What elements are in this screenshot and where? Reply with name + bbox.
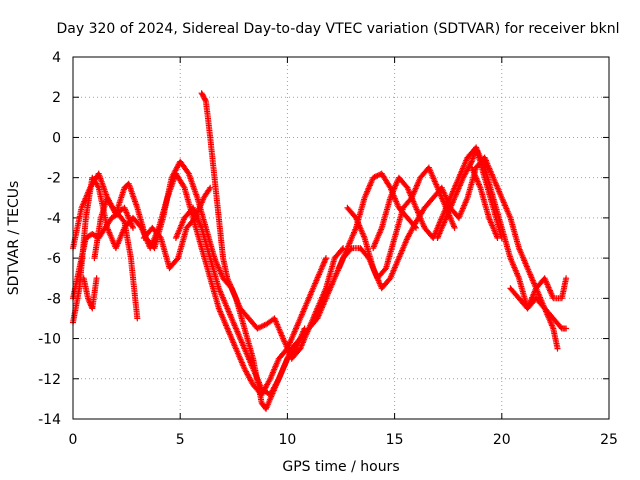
satellite-track-5 bbox=[80, 275, 100, 312]
satellite-track-7 bbox=[172, 204, 308, 398]
x-tick-label: 0 bbox=[69, 432, 78, 448]
x-tick-label: 5 bbox=[176, 432, 185, 448]
plot-frame bbox=[72, 56, 610, 420]
satellite-track-11 bbox=[434, 144, 505, 241]
x-tick-label: 20 bbox=[493, 432, 511, 448]
satellite-track-12 bbox=[468, 164, 501, 241]
satellite-track-5-markers bbox=[80, 275, 100, 312]
y-tick-label: -2 bbox=[47, 171, 61, 187]
axis-ticks: 0 5 10 15 20 25 -14 -12 -10 -8 -6 -4 -2 0 2 4 bbox=[38, 50, 618, 448]
satellite-track-14 bbox=[91, 194, 136, 262]
satellite-track-8-markers bbox=[335, 170, 419, 272]
y-tick-label: -4 bbox=[47, 211, 61, 227]
y-tick-label: 2 bbox=[52, 90, 61, 106]
x-tick-label: 15 bbox=[386, 432, 404, 448]
y-tick-label: -12 bbox=[38, 372, 61, 388]
y-tick-label: -6 bbox=[47, 251, 61, 267]
satellite-track-13-markers bbox=[507, 275, 570, 312]
y-tick-label: 4 bbox=[52, 50, 61, 66]
y-tick-label: 0 bbox=[52, 130, 61, 146]
data-points bbox=[70, 90, 570, 412]
x-tick-label: 25 bbox=[600, 432, 618, 448]
chart-title: Day 320 of 2024, Sidereal Day-to-day VTE… bbox=[57, 21, 620, 37]
satellite-track-14-markers bbox=[91, 194, 136, 262]
y-tick-label: -8 bbox=[47, 291, 61, 307]
satellite-track-12-markers bbox=[468, 164, 501, 241]
x-tick-label: 10 bbox=[278, 432, 296, 448]
y-tick-label: -14 bbox=[38, 412, 61, 428]
y-axis-label: SDTVAR / TECUs bbox=[6, 181, 22, 296]
satellite-track-7-markers bbox=[172, 204, 308, 398]
y-tick-label: -10 bbox=[38, 332, 61, 348]
satellite-track-8 bbox=[335, 170, 419, 272]
x-axis-label: GPS time / hours bbox=[282, 459, 399, 475]
satellite-track-13 bbox=[507, 275, 570, 312]
satellite-track-11-markers bbox=[434, 144, 505, 241]
